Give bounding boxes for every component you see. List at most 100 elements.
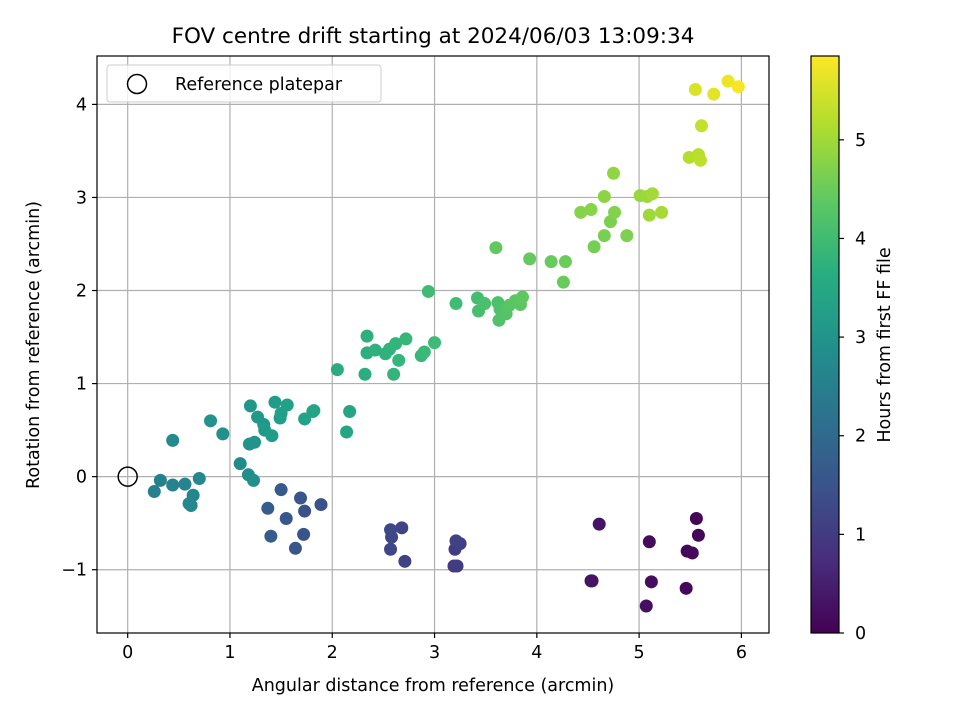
y-tick-label: 4 <box>76 95 87 115</box>
x-tick-label: 6 <box>736 643 747 663</box>
y-tick-label: 0 <box>76 468 87 488</box>
colorbar-tick-label: 1 <box>855 525 866 545</box>
colorbar-label: Hours from first FF file <box>875 247 895 442</box>
data-point <box>544 255 558 269</box>
legend-marker-circle-icon <box>126 73 148 95</box>
data-point <box>556 275 570 289</box>
data-point <box>639 599 653 613</box>
data-point <box>384 523 398 537</box>
reference-marker <box>117 466 138 487</box>
data-point <box>428 336 442 350</box>
data-point <box>368 343 382 357</box>
data-point <box>153 473 167 487</box>
x-axis-ticks: 0 1 2 3 4 5 6 <box>122 633 747 663</box>
data-point <box>233 457 247 471</box>
data-point <box>679 581 693 595</box>
data-point <box>297 527 311 541</box>
colorbar-tick-label: 0 <box>855 624 866 644</box>
data-point <box>655 205 669 219</box>
x-tick-label: 5 <box>634 643 645 663</box>
data-point <box>449 534 463 548</box>
data-point <box>449 297 463 311</box>
data-point <box>265 429 279 443</box>
data-point <box>620 229 634 243</box>
data-point <box>279 512 293 526</box>
x-axis-label: Angular distance from reference (arcmin) <box>252 676 615 696</box>
data-point <box>192 472 206 486</box>
legend-label: Reference platepar <box>175 75 343 95</box>
data-point <box>597 229 611 243</box>
colorbar-tick-label: 5 <box>855 131 866 151</box>
data-point <box>298 504 312 518</box>
data-points <box>147 74 745 613</box>
legend-box <box>106 64 382 103</box>
data-point <box>307 404 321 418</box>
data-point <box>288 541 302 555</box>
data-point <box>515 290 529 304</box>
data-point <box>645 187 659 201</box>
data-point <box>644 575 658 589</box>
x-tick-label: 1 <box>224 643 235 663</box>
data-point <box>584 203 598 217</box>
data-point <box>182 497 196 511</box>
data-point <box>178 477 192 491</box>
data-point <box>360 329 374 343</box>
data-point <box>707 87 721 101</box>
data-point <box>592 517 606 531</box>
data-point <box>558 255 572 269</box>
data-point <box>280 398 294 412</box>
data-point <box>398 554 412 568</box>
data-point <box>166 478 180 492</box>
data-point <box>246 473 260 487</box>
data-point <box>387 367 401 381</box>
reference-point-circle-icon <box>117 466 138 487</box>
data-point <box>694 119 708 133</box>
data-point <box>274 483 288 497</box>
colorbar-tick-label: 4 <box>855 229 866 249</box>
x-tick-label: 0 <box>122 643 133 663</box>
data-point <box>587 240 601 254</box>
data-point <box>384 542 398 556</box>
data-point <box>688 83 702 97</box>
data-point <box>489 241 503 255</box>
data-point <box>685 546 699 560</box>
data-point <box>691 528 705 542</box>
data-point <box>248 435 262 449</box>
data-point <box>721 74 735 88</box>
data-point <box>421 284 435 298</box>
y-tick-label: 1 <box>76 375 87 395</box>
data-point <box>264 529 278 543</box>
data-point <box>417 345 431 359</box>
x-tick-label: 4 <box>531 643 542 663</box>
data-point <box>147 485 161 499</box>
data-point <box>693 153 707 167</box>
plot-frame <box>96 55 770 634</box>
data-point <box>166 433 180 447</box>
data-point <box>294 491 308 505</box>
colorbar-tick-label: 2 <box>855 427 866 447</box>
colorbar-ticks: 0 1 2 3 4 5 <box>839 131 866 644</box>
data-point <box>330 363 344 377</box>
data-point <box>399 332 413 346</box>
data-point <box>216 427 230 441</box>
chart-title: FOV centre drift starting at 2024/06/03 … <box>172 24 695 49</box>
colorbar-tick-label: 3 <box>855 328 866 348</box>
data-point <box>395 521 409 535</box>
y-axis-label: Rotation from reference (arcmin) <box>24 201 44 489</box>
data-point <box>358 367 372 381</box>
data-point <box>343 405 357 419</box>
data-point <box>268 395 282 409</box>
x-tick-label: 2 <box>327 643 338 663</box>
data-point <box>392 353 406 367</box>
data-point <box>450 559 464 573</box>
data-point <box>607 166 621 180</box>
data-point <box>642 208 656 222</box>
y-tick-label: 3 <box>76 188 87 208</box>
legend: Reference platepar <box>106 64 382 103</box>
colorbar: 0 1 2 3 4 5 Hours from first FF file <box>810 55 895 644</box>
data-point <box>261 501 275 515</box>
data-point <box>574 205 588 219</box>
data-point <box>340 425 354 439</box>
